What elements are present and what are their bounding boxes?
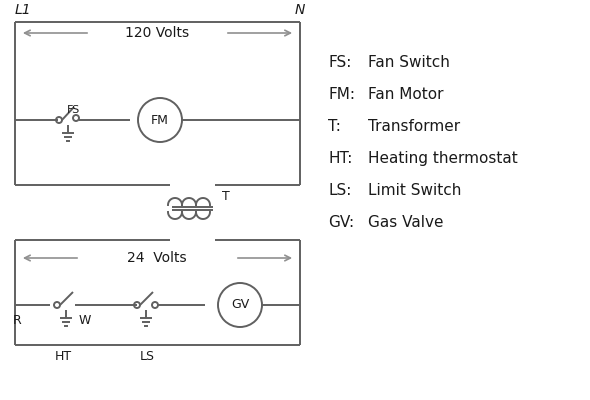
Text: HT:: HT: (328, 151, 352, 166)
Text: Fan Motor: Fan Motor (368, 87, 444, 102)
Text: GV:: GV: (328, 215, 354, 230)
Text: R: R (12, 314, 21, 326)
Text: 120 Volts: 120 Volts (125, 26, 189, 40)
Text: Heating thermostat: Heating thermostat (368, 151, 518, 166)
Text: Gas Valve: Gas Valve (368, 215, 444, 230)
Text: GV: GV (231, 298, 249, 312)
Text: Fan Switch: Fan Switch (368, 55, 450, 70)
Text: W: W (79, 314, 91, 326)
Text: T:: T: (328, 119, 341, 134)
Text: FM: FM (151, 114, 169, 126)
Text: Limit Switch: Limit Switch (368, 183, 461, 198)
Text: 24  Volts: 24 Volts (127, 251, 187, 265)
Text: LS: LS (139, 350, 155, 364)
Text: FM:: FM: (328, 87, 355, 102)
Text: FS:: FS: (328, 55, 352, 70)
Text: Transformer: Transformer (368, 119, 460, 134)
Text: N: N (295, 3, 305, 17)
Text: T: T (222, 190, 230, 204)
Text: L1: L1 (15, 3, 32, 17)
Text: HT: HT (54, 350, 71, 364)
Text: FS: FS (67, 105, 80, 115)
Text: LS:: LS: (328, 183, 352, 198)
